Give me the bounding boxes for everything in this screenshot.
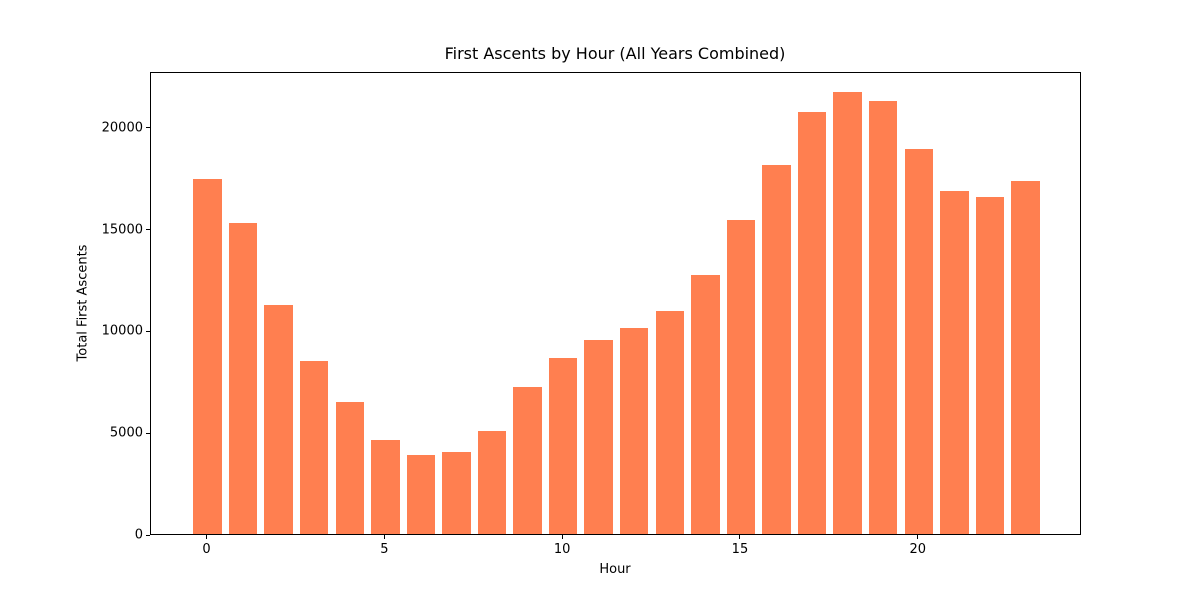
y-tick-label: 15000 <box>101 222 143 238</box>
y-tick-label: 0 <box>134 527 143 543</box>
x-tick-mark <box>917 535 919 539</box>
bar-hour-4 <box>335 401 364 534</box>
bar-hour-9 <box>513 387 542 534</box>
bar-hour-11 <box>584 339 613 534</box>
bar-hour-20 <box>904 149 933 534</box>
y-tick-mark <box>146 229 150 231</box>
bar-hour-22 <box>975 197 1005 534</box>
bar-hour-5 <box>371 440 400 534</box>
x-tick-mark <box>206 535 208 539</box>
bar-hour-7 <box>442 451 471 534</box>
bar-hour-15 <box>726 219 756 534</box>
bar-hour-21 <box>940 191 969 534</box>
y-tick-label: 10000 <box>101 323 143 339</box>
x-tick-label: 20 <box>909 542 927 557</box>
x-tick-mark <box>739 535 741 539</box>
bar-hour-3 <box>300 361 329 534</box>
x-tick-label: 5 <box>380 542 389 557</box>
x-tick-mark <box>561 535 563 539</box>
x-axis-label: Hour <box>599 562 631 577</box>
bar-hour-14 <box>691 274 720 534</box>
y-tick-mark <box>146 534 150 536</box>
bar-hour-10 <box>548 357 578 534</box>
bar-hour-18 <box>833 92 862 534</box>
y-tick-label: 20000 <box>101 120 143 136</box>
bar-hour-16 <box>762 164 791 534</box>
bar-hour-23 <box>1011 180 1040 534</box>
x-tick-label: 15 <box>731 542 749 557</box>
y-tick-mark <box>146 127 150 129</box>
bar-hour-13 <box>655 311 685 534</box>
x-tick-label: 0 <box>202 542 211 557</box>
y-axis-label: Total First Ascents <box>75 244 91 362</box>
y-tick-mark <box>146 330 150 332</box>
bar-hour-6 <box>406 454 436 534</box>
y-tick-mark <box>146 432 150 434</box>
bar-hour-1 <box>228 222 258 534</box>
plot-area <box>150 72 1081 535</box>
bar-hour-17 <box>797 111 827 534</box>
y-tick-label: 5000 <box>109 425 143 441</box>
bar-hour-2 <box>264 305 293 534</box>
x-tick-mark <box>383 535 385 539</box>
bars-container <box>151 73 1080 534</box>
bar-hour-0 <box>193 178 222 534</box>
bar-hour-8 <box>477 431 507 534</box>
chart-title: First Ascents by Hour (All Years Combine… <box>444 44 786 63</box>
bar-hour-19 <box>868 100 898 534</box>
x-tick-label: 10 <box>553 542 571 557</box>
bar-hour-12 <box>620 328 649 534</box>
